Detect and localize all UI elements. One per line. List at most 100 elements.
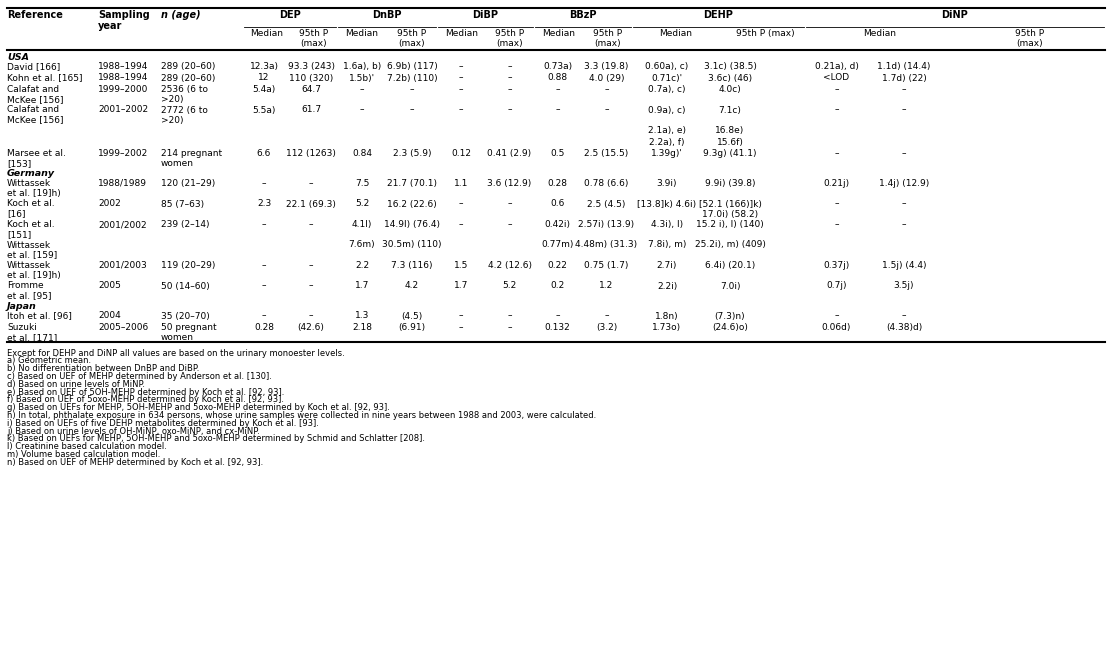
Text: DiNP: DiNP	[942, 10, 968, 20]
Text: –: –	[359, 85, 364, 94]
Text: –: –	[459, 74, 463, 83]
Text: 112 (1263): 112 (1263)	[286, 149, 336, 158]
Text: 0.42i): 0.42i)	[544, 220, 571, 229]
Text: 3.1c) (38.5): 3.1c) (38.5)	[703, 62, 757, 71]
Text: 2.5 (15.5): 2.5 (15.5)	[584, 149, 629, 158]
Text: 6.9b) (117): 6.9b) (117)	[386, 62, 437, 71]
Text: 64.7: 64.7	[301, 85, 321, 94]
Text: 25.2i), m) (409): 25.2i), m) (409)	[695, 240, 766, 249]
Text: 0.21a), d): 0.21a), d)	[815, 62, 858, 71]
Text: 2002: 2002	[98, 200, 120, 209]
Text: Marsee et al.
[153]: Marsee et al. [153]	[7, 149, 66, 168]
Text: 239 (2–14): 239 (2–14)	[161, 220, 209, 229]
Text: –: –	[459, 105, 463, 114]
Text: 2772 (6 to
>20): 2772 (6 to >20)	[161, 105, 208, 125]
Text: 12.3a): 12.3a)	[249, 62, 278, 71]
Text: –: –	[262, 220, 266, 229]
Text: 0.22: 0.22	[548, 261, 568, 270]
Text: k) Based on UEFs for MEHP, 5OH-MEHP and 5oxo-MEHP determined by Schmid and Schla: k) Based on UEFs for MEHP, 5OH-MEHP and …	[7, 434, 425, 443]
Text: [13.8]k) 4.6i): [13.8]k) 4.6i)	[638, 200, 697, 209]
Text: l) Creatinine based calculation model.: l) Creatinine based calculation model.	[7, 442, 167, 451]
Text: 22.1 (69.3): 22.1 (69.3)	[286, 200, 336, 209]
Text: 7.8i), m): 7.8i), m)	[648, 240, 687, 249]
Text: 7.1c): 7.1c)	[719, 105, 741, 114]
Text: Median: Median	[250, 29, 283, 38]
Text: 95th P
(max): 95th P (max)	[1015, 29, 1045, 48]
Text: –: –	[308, 282, 313, 291]
Text: –: –	[835, 200, 839, 209]
Text: n) Based on UEF of MEHP determined by Koch et al. [92, 93].: n) Based on UEF of MEHP determined by Ko…	[7, 458, 264, 466]
Text: 3.3 (19.8): 3.3 (19.8)	[584, 62, 629, 71]
Text: [52.1 (166)]k)
17.0i) (58.2): [52.1 (166)]k) 17.0i) (58.2)	[699, 200, 761, 218]
Text: Calafat and
McKee [156]: Calafat and McKee [156]	[7, 105, 63, 125]
Text: 0.21j): 0.21j)	[824, 179, 849, 188]
Text: Koch et al.
[151]: Koch et al. [151]	[7, 220, 55, 239]
Text: 1988–1994: 1988–1994	[98, 74, 148, 83]
Text: i) Based on UEFs of five DEHP metabolites determined by Koch et al. [93].: i) Based on UEFs of five DEHP metabolite…	[7, 419, 319, 428]
Text: 1.1d) (14.4): 1.1d) (14.4)	[877, 62, 930, 71]
Text: Sampling
year: Sampling year	[98, 10, 150, 31]
Text: 5.4a): 5.4a)	[253, 85, 276, 94]
Text: (4.5): (4.5)	[402, 311, 423, 320]
Text: DEHP: DEHP	[703, 10, 733, 20]
Text: USA: USA	[7, 52, 29, 61]
Text: –: –	[835, 220, 839, 229]
Text: –: –	[459, 323, 463, 332]
Text: –: –	[508, 74, 512, 83]
Text: 12: 12	[258, 74, 269, 83]
Text: –: –	[835, 311, 839, 320]
Text: 4.0c): 4.0c)	[719, 85, 741, 94]
Text: 1.3: 1.3	[355, 311, 370, 320]
Text: 2.2a), f): 2.2a), f)	[649, 138, 684, 147]
Text: 85 (7–63): 85 (7–63)	[161, 200, 204, 209]
Text: Wittassek
et al. [19]h): Wittassek et al. [19]h)	[7, 179, 61, 198]
Text: 7.5: 7.5	[355, 179, 370, 188]
Text: –: –	[902, 149, 906, 158]
Text: Japan: Japan	[7, 302, 37, 311]
Text: –: –	[359, 105, 364, 114]
Text: 2004: 2004	[98, 311, 120, 320]
Text: DnBP: DnBP	[372, 10, 402, 20]
Text: 95th P
(max): 95th P (max)	[397, 29, 426, 48]
Text: Fromme
et al. [95]: Fromme et al. [95]	[7, 282, 51, 300]
Text: 95th P
(max): 95th P (max)	[299, 29, 328, 48]
Text: 2005: 2005	[98, 282, 121, 291]
Text: Median: Median	[445, 29, 477, 38]
Text: –: –	[262, 311, 266, 320]
Text: –: –	[410, 105, 414, 114]
Text: 0.78 (6.6): 0.78 (6.6)	[584, 179, 629, 188]
Text: –: –	[459, 62, 463, 71]
Text: –: –	[835, 85, 839, 94]
Text: 16.2 (22.6): 16.2 (22.6)	[387, 200, 437, 209]
Text: David [166]: David [166]	[7, 62, 60, 71]
Text: Suzuki
et al. [171]: Suzuki et al. [171]	[7, 323, 57, 342]
Text: (4.38)d): (4.38)d)	[886, 323, 923, 332]
Text: (6.91): (6.91)	[398, 323, 425, 332]
Text: Median: Median	[864, 29, 896, 38]
Text: –: –	[508, 85, 512, 94]
Text: 0.132: 0.132	[544, 323, 570, 332]
Text: 3.9i): 3.9i)	[657, 179, 677, 188]
Text: 0.60a), c): 0.60a), c)	[646, 62, 689, 71]
Text: 7.2b) (110): 7.2b) (110)	[386, 74, 437, 83]
Text: 289 (20–60): 289 (20–60)	[161, 62, 216, 71]
Text: 1.2: 1.2	[600, 282, 613, 291]
Text: 0.37j): 0.37j)	[824, 261, 849, 270]
Text: BBzP: BBzP	[569, 10, 597, 20]
Text: –: –	[508, 311, 512, 320]
Text: 1988/1989: 1988/1989	[98, 179, 147, 188]
Text: 0.28: 0.28	[254, 323, 274, 332]
Text: 1.73o): 1.73o)	[652, 323, 681, 332]
Text: 1.5j) (4.4): 1.5j) (4.4)	[881, 261, 926, 270]
Text: 0.2: 0.2	[550, 282, 564, 291]
Text: 1.39g)': 1.39g)'	[651, 149, 683, 158]
Text: 9.3g) (41.1): 9.3g) (41.1)	[703, 149, 757, 158]
Text: 2536 (6 to
>20): 2536 (6 to >20)	[161, 85, 208, 104]
Text: –: –	[508, 220, 512, 229]
Text: –: –	[262, 179, 266, 188]
Text: 4.48m) (31.3): 4.48m) (31.3)	[575, 240, 638, 249]
Text: 0.9a), c): 0.9a), c)	[648, 105, 686, 114]
Text: 119 (20–29): 119 (20–29)	[161, 261, 216, 270]
Text: –: –	[902, 200, 906, 209]
Text: 1.6a), b): 1.6a), b)	[343, 62, 381, 71]
